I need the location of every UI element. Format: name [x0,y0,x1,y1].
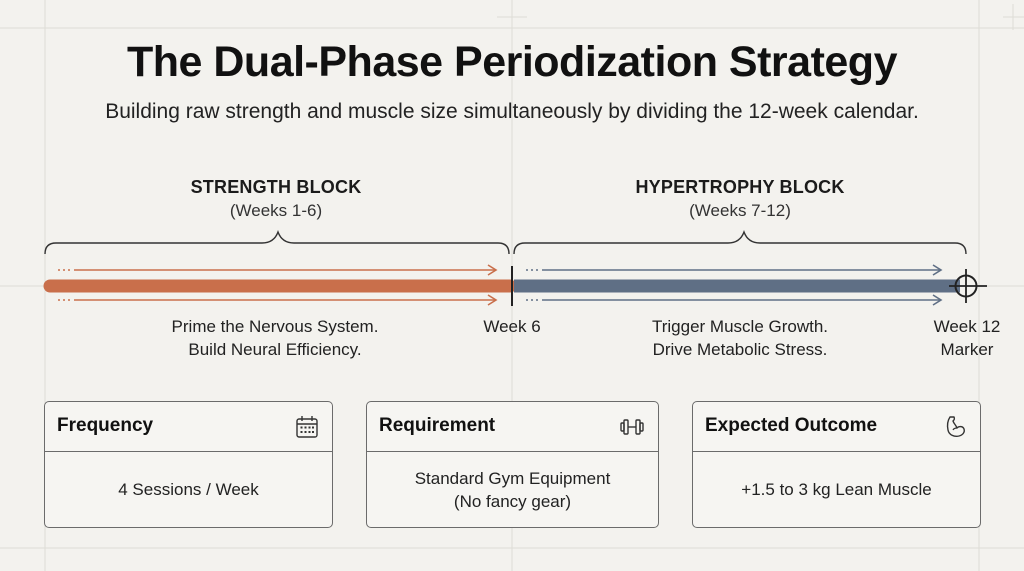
hypertrophy-note: Trigger Muscle Growth. Drive Metabolic S… [605,315,875,361]
frequency-card-title: Frequency [57,415,154,436]
week12-target-icon [949,269,987,303]
strength-block-name: STRENGTH BLOCK [190,177,362,197]
week12-label-line1: Week 12 [933,317,1001,336]
hypertrophy-note-line1: Trigger Muscle Growth. [651,317,829,336]
requirement-card-body: Standard Gym Equipment (No fancy gear) [367,452,658,527]
frequency-card-header: Frequency [45,402,332,452]
frequency-value: 4 Sessions / Week [118,480,259,499]
frequency-card: Frequency 4 Sessions / Week [44,401,333,528]
outcome-card-title: Expected Outcome [705,415,878,436]
strength-note: Prime the Nervous System. Build Neural E… [140,315,410,361]
strength-block-label: STRENGTH BLOCK (Weeks 1-6) [146,175,406,223]
hypertrophy-block-range: (Weeks 7-12) [689,201,791,220]
requirement-card-header: Requirement [367,402,658,452]
requirement-value-line1: Standard Gym Equipment [414,468,611,488]
requirement-card-title: Requirement [379,415,496,436]
strength-note-line1: Prime the Nervous System. [171,317,379,336]
outcome-card-body: +1.5 to 3 kg Lean Muscle [693,452,980,527]
week12-label-line2: Marker [940,340,994,359]
outcome-value: +1.5 to 3 kg Lean Muscle [741,480,932,499]
hypertrophy-block-label: HYPERTROPHY BLOCK (Weeks 7-12) [600,175,880,223]
strength-block-range: (Weeks 1-6) [229,201,323,220]
strength-note-line2: Build Neural Efficiency. [188,340,362,359]
page-title: The Dual-Phase Periodization Strategy [126,38,898,86]
requirement-card: Requirement Standard Gym Equipment (No f… [366,401,659,528]
strength-brace [44,229,510,255]
strength-arrows [58,264,498,306]
hypertrophy-arrows [526,264,943,306]
hypertrophy-note-line2: Drive Metabolic Stress. [652,340,828,359]
dumbbell-icon [620,419,644,435]
requirement-value-line2: (No fancy gear) [453,491,572,511]
frequency-card-body: 4 Sessions / Week [45,452,332,527]
hypertrophy-block-name: HYPERTROPHY BLOCK [635,177,845,197]
page-subtitle: Building raw strength and muscle size si… [105,100,919,123]
flexed-bicep-icon [946,416,965,437]
week12-label: Week 12 Marker [920,315,1014,361]
outcome-card: Expected Outcome +1.5 to 3 kg Lean Muscl… [692,401,981,528]
hypertrophy-brace [513,229,967,255]
outcome-card-header: Expected Outcome [693,402,980,452]
week6-label: Week 6 [483,317,541,336]
calendar-icon [296,416,318,438]
